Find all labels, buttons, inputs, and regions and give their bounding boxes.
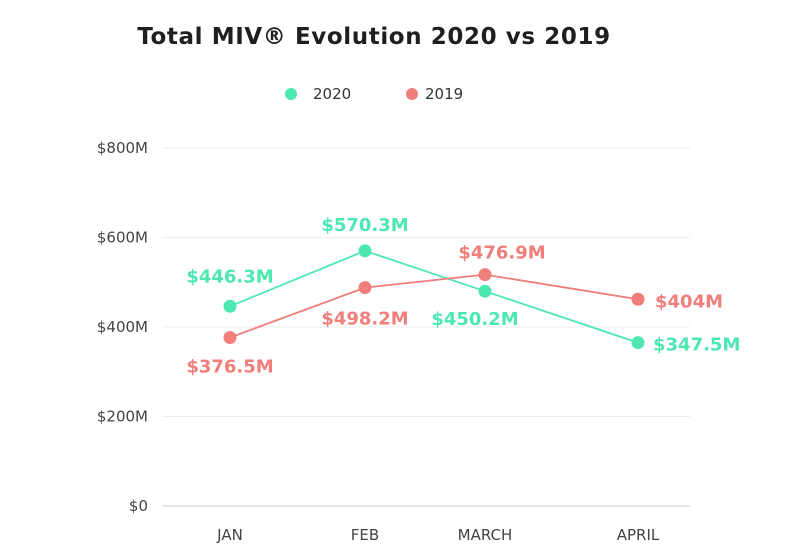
data-label-2019: $404M: [655, 291, 723, 312]
series-line-2019: [229, 273, 639, 339]
legend-marker-2019: [406, 88, 418, 100]
data-label-2019: $498.2M: [321, 309, 408, 330]
data-label-2020: $570.3M: [321, 215, 408, 236]
data-point-2020: [631, 336, 645, 350]
legend-marker-2020: [285, 88, 297, 100]
gridlines: [162, 147, 690, 507]
data-labels: $446.3M $570.3M $450.2M $347.5M $376.5M $498.…: [186, 215, 740, 378]
chart-title: Total MIV® Evolution 2020 vs 2019: [137, 24, 610, 50]
legend: 2020 2019: [285, 85, 463, 103]
data-label-2020: $446.3M: [186, 266, 273, 287]
x-axis-ticks: JAN FEB MARCH APRIL: [216, 526, 660, 544]
data-point-2019: [223, 331, 237, 345]
data-label-2019: $476.9M: [458, 243, 545, 264]
data-point-2020: [478, 284, 492, 298]
y-tick-label: $600M: [97, 229, 148, 247]
y-tick-label: $200M: [97, 408, 148, 426]
data-point-2019: [631, 292, 645, 306]
data-point-2019: [478, 268, 492, 282]
legend-label-2020: 2020: [313, 85, 351, 103]
legend-label-2019: 2019: [425, 85, 463, 103]
y-tick-label: $400M: [97, 318, 148, 336]
y-tick-label: $800M: [97, 139, 148, 157]
data-point-2019: [358, 281, 372, 295]
x-tick-label: APRIL: [617, 526, 660, 544]
data-label-2020: $347.5M: [653, 335, 740, 356]
y-axis-ticks: $0 $200M $400M $600M $800M: [97, 139, 148, 515]
y-tick-label: $0: [129, 497, 148, 515]
series-points: [223, 244, 645, 350]
data-label-2019: $376.5M: [186, 357, 273, 378]
x-tick-label: FEB: [351, 526, 379, 544]
x-tick-label: JAN: [216, 526, 243, 544]
series-line-2020: [229, 249, 639, 344]
data-point-2020: [358, 244, 372, 258]
data-point-2020: [223, 299, 237, 313]
x-tick-label: MARCH: [458, 526, 513, 544]
data-label-2020: $450.2M: [431, 309, 518, 330]
series-lines: [229, 249, 639, 344]
